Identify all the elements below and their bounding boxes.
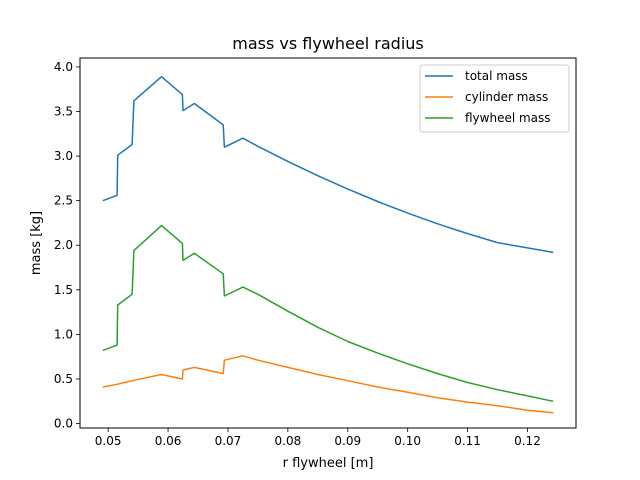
y-tick-label: 3.5 [54, 104, 73, 118]
x-tick-label: 0.07 [215, 434, 242, 448]
y-axis-label: mass [kg] [29, 211, 44, 275]
chart-title: mass vs flywheel radius [232, 34, 424, 53]
series-line-cylinder-mass [102, 355, 554, 414]
legend-label: cylinder mass [465, 90, 548, 104]
x-tick-label: 0.09 [334, 434, 361, 448]
x-tick-label: 0.12 [514, 434, 541, 448]
legend-label: flywheel mass [465, 111, 551, 125]
y-tick-label: 1.0 [54, 327, 73, 341]
series-line-flywheel-mass [102, 224, 554, 403]
legend-box [419, 64, 570, 133]
y-tick-label: 2.0 [54, 238, 73, 252]
x-tick-label: 0.06 [155, 434, 182, 448]
plot-frame [79, 57, 577, 429]
x-axis-ticks: 0.05 0.06 0.07 0.08 0.09 0.10 0.11 0.12 [95, 428, 541, 448]
x-tick-label: 0.05 [95, 434, 122, 448]
x-tick-label: 0.08 [275, 434, 302, 448]
y-axis-ticks: 0.0 0.5 1.0 1.5 2.0 2.5 3.0 3.5 4.0 [54, 60, 80, 431]
x-tick-label: 0.10 [394, 434, 421, 448]
legend-label: total mass [465, 69, 528, 83]
y-tick-label: 0.0 [54, 417, 73, 431]
plot-lines [102, 75, 554, 414]
y-tick-label: 2.5 [54, 194, 73, 208]
y-tick-label: 0.5 [54, 372, 73, 386]
y-tick-label: 1.5 [54, 283, 73, 297]
x-tick-label: 0.11 [454, 434, 481, 448]
y-tick-label: 4.0 [54, 60, 73, 74]
series-line-total-mass [102, 75, 554, 254]
x-axis-label: r flywheel [m] [283, 456, 374, 471]
y-tick-label: 3.0 [54, 149, 73, 163]
legend: total mass cylinder mass flywheel mass [419, 64, 570, 133]
